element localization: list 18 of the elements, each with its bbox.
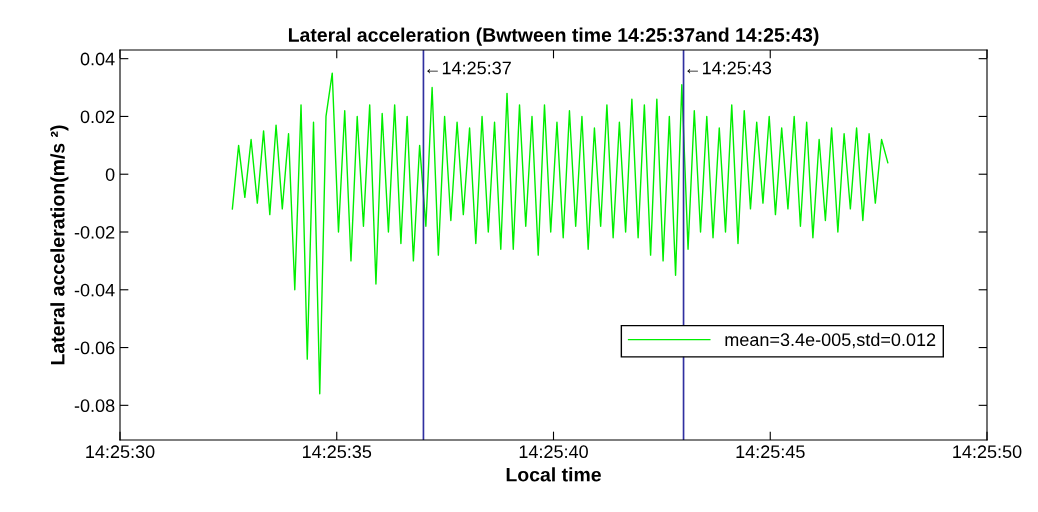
x-tick-label: 14:25:45 [736, 445, 805, 459]
x-tick-label: 14:25:30 [86, 445, 155, 459]
ref-line-label: ←14:25:37 [427, 61, 511, 75]
x-axis-title: Local time [506, 467, 601, 482]
y-tick-label: 0.02 [80, 110, 115, 124]
y-tick-label: 0.04 [80, 52, 115, 66]
x-tick-label: 14:25:50 [953, 445, 1022, 459]
x-tick-label: 14:25:35 [302, 445, 372, 459]
y-tick-label: -0.02 [74, 225, 115, 239]
y-axis-title: Lateral acceleration(m/s ²) [50, 125, 69, 365]
legend-label: mean=3.4e-005,std=0.012 [725, 332, 936, 349]
x-tick-label: 14:25:40 [519, 445, 588, 459]
y-tick-label: 0 [105, 168, 115, 181]
y-tick-label: -0.08 [74, 399, 115, 413]
y-tick-label: -0.06 [74, 341, 115, 355]
y-tick-label: -0.04 [74, 283, 115, 297]
ref-line-label: ←14:25:43 [687, 61, 772, 75]
chart-title: Lateral acceleration (Bwtween time 14:25:37and 14:25:43) [288, 27, 819, 46]
